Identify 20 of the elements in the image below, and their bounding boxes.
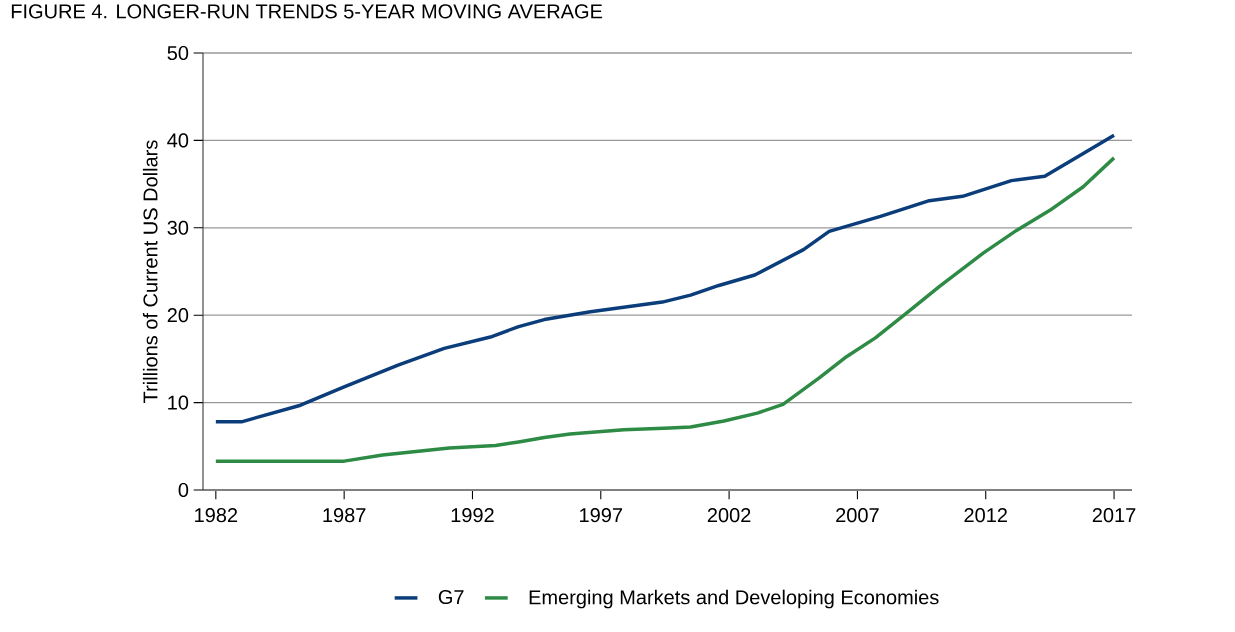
x-tick-label: 1987 — [323, 508, 366, 523]
line-series — [214, 133, 1116, 424]
y-tick-label: 30 — [167, 220, 189, 235]
x-tick-label: 2012 — [964, 508, 1007, 523]
y-tick-label: 50 — [167, 45, 189, 61]
legend-label: G7 — [438, 589, 464, 605]
x-tick-label: 2002 — [707, 508, 751, 523]
y-tick-label: 40 — [167, 133, 189, 148]
line-series — [214, 156, 1116, 463]
y-axis-title: Trillions of Current US Dollars — [142, 140, 158, 403]
x-tick-label: 1992 — [451, 508, 494, 523]
x-tick-label: 2007 — [836, 508, 879, 523]
legend-label: Emerging Markets and Developing Economies — [529, 589, 939, 609]
chart-title: FIGURE 4. LONGER-RUN TRENDS 5-YEAR MOVING AVERAGE — [11, 4, 603, 19]
y-tick-label: 0 — [178, 482, 189, 498]
y-tick-label: 20 — [167, 308, 189, 323]
x-tick-label: 1997 — [580, 508, 623, 523]
x-tick-label: 1982 — [195, 508, 238, 523]
y-tick-label: 10 — [168, 395, 189, 410]
x-tick-label: 2017 — [1092, 508, 1136, 523]
